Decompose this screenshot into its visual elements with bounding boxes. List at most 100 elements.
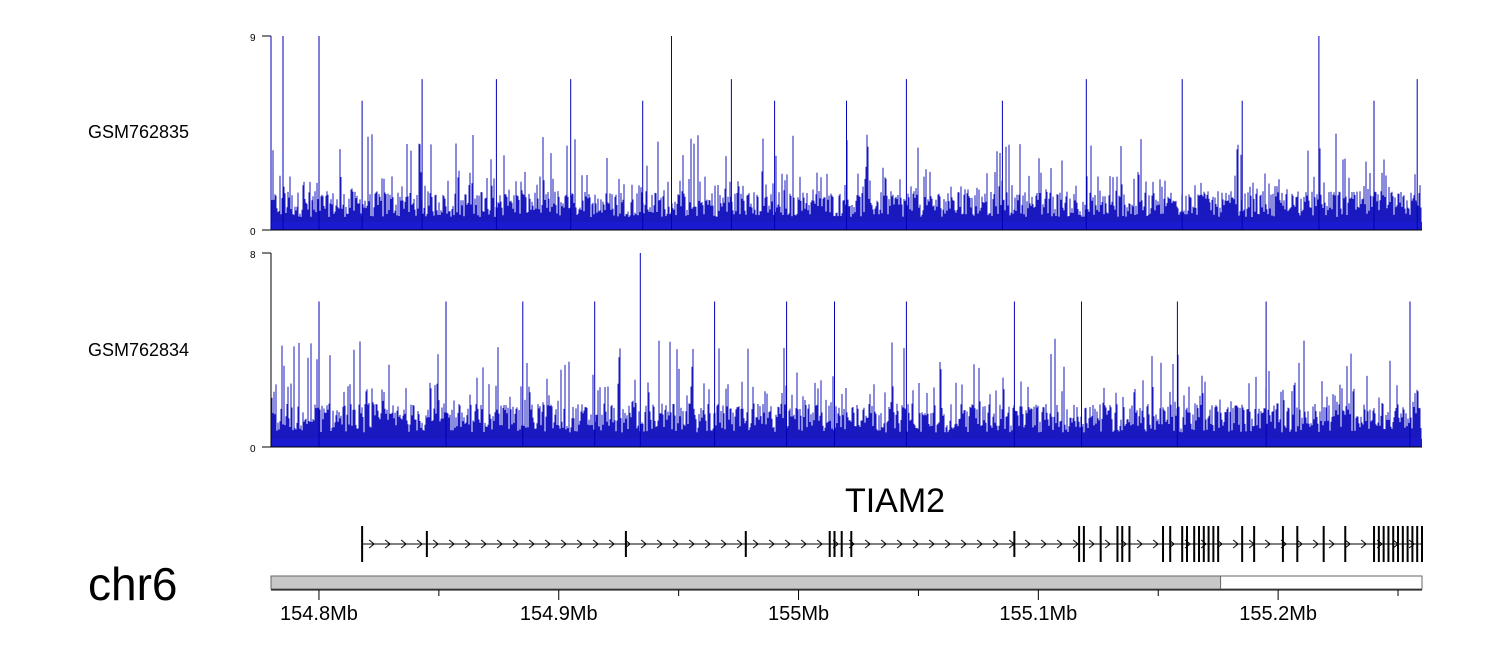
track2-ymin-label: 0 (250, 444, 256, 455)
strand-arrow (1136, 539, 1143, 549)
track-label-gsm762835: GSM762835 (88, 122, 189, 142)
strand-arrow (704, 539, 711, 549)
gene-exon-12 (1116, 526, 1119, 562)
strand-arrow (1328, 539, 1335, 549)
strand-arrow (800, 539, 807, 549)
strand-arrow (512, 539, 519, 549)
strand-arrow (400, 539, 407, 549)
gene-exon-39 (1411, 526, 1414, 562)
strand-arrow (1040, 539, 1047, 549)
strand-arrow (480, 539, 487, 549)
strand-arrow (432, 539, 439, 549)
strand-arrow (736, 539, 743, 549)
gene-exon-29 (1322, 526, 1325, 562)
strand-arrow (672, 539, 679, 549)
strand-arrow (576, 539, 583, 549)
strand-arrow (1200, 539, 1207, 549)
strand-arrow (768, 539, 775, 549)
strand-arrow (688, 539, 695, 549)
strand-arrow (720, 539, 727, 549)
strand-arrow (960, 539, 967, 549)
track-label-gsm762834: GSM762834 (88, 340, 189, 360)
strand-arrow (928, 539, 935, 549)
track1-ymax-label: 9 (250, 33, 256, 44)
strand-arrow (560, 539, 567, 549)
gene-exon-8 (1013, 531, 1016, 557)
gene-exon-33 (1382, 526, 1385, 562)
gene-exon-6 (840, 531, 843, 557)
gene-exon-4 (828, 531, 831, 557)
gene-exon-3 (744, 531, 747, 557)
gene-exon-13 (1121, 526, 1124, 562)
strand-arrow (1264, 539, 1271, 549)
strand-arrow (976, 539, 983, 549)
gene-exon-14 (1128, 526, 1131, 562)
x-axis-tick-label: 154.8Mb (280, 603, 358, 625)
gene-exon-2 (624, 531, 627, 557)
strand-arrow (384, 539, 391, 549)
gene-exon-41 (1421, 526, 1423, 562)
strand-arrow (896, 539, 903, 549)
gene-exon-32 (1377, 526, 1380, 562)
strand-arrow (544, 539, 551, 549)
gene-exon-23 (1212, 526, 1215, 562)
strand-arrow (1232, 539, 1239, 549)
gene-exon-31 (1373, 526, 1376, 562)
strand-arrow (1408, 539, 1415, 549)
strand-arrow (416, 539, 423, 549)
strand-arrow (944, 539, 951, 549)
track2-baseline-fill (272, 439, 1422, 447)
gene-exon-34 (1387, 526, 1390, 562)
gene-exon-16 (1169, 526, 1172, 562)
gene-exon-15 (1162, 526, 1165, 562)
gene-exon-18 (1186, 526, 1189, 562)
gene-exon-22 (1207, 526, 1210, 562)
gene-exon-28 (1296, 526, 1299, 562)
strand-arrow (368, 539, 375, 549)
strand-arrow (784, 539, 791, 549)
strand-arrow (752, 539, 759, 549)
gene-exon-9 (1078, 526, 1081, 562)
track1-ymin-label: 0 (250, 227, 256, 238)
plot-layer: 154.8Mb 154.9Mb 155Mb 155.1Mb 155.2Mb (262, 35, 1423, 625)
track2-ymax-label: 8 (250, 250, 256, 261)
gene-exon-1 (425, 531, 428, 557)
gene-exon-17 (1181, 526, 1184, 562)
strand-arrow (1344, 539, 1351, 549)
strand-arrow (528, 539, 535, 549)
gene-exon-7 (850, 531, 853, 557)
gene-exon-36 (1397, 526, 1400, 562)
gene-exon-20 (1197, 526, 1200, 562)
gene-exon-40 (1416, 526, 1419, 562)
gene-exon-0 (361, 526, 364, 562)
track2-coverage (271, 338, 1422, 447)
strand-arrow (608, 539, 615, 549)
x-axis-tick-label: 155.1Mb (999, 603, 1077, 625)
gene-exon-37 (1401, 526, 1404, 562)
strand-arrow (464, 539, 471, 549)
strand-arrow (1088, 539, 1095, 549)
strand-arrow (816, 539, 823, 549)
strand-arrow (1312, 539, 1319, 549)
gene-exon-27 (1281, 526, 1284, 562)
x-axis-tick-label: 155.2Mb (1239, 603, 1317, 625)
gene-exon-10 (1082, 526, 1085, 562)
strand-arrow (1296, 539, 1303, 549)
gene-exon-24 (1217, 526, 1220, 562)
x-axis-tick-label: 155Mb (768, 603, 829, 625)
gene-exon-30 (1344, 526, 1347, 562)
strand-arrow (656, 539, 663, 549)
gene-exon-38 (1406, 526, 1409, 562)
strand-arrow (448, 539, 455, 549)
gene-exon-25 (1241, 526, 1244, 562)
gene-exon-19 (1193, 526, 1196, 562)
chromosome-label: chr6 (88, 558, 177, 610)
strand-arrow (1056, 539, 1063, 549)
gene-exon-5 (833, 531, 836, 557)
strand-arrow (992, 539, 999, 549)
strand-arrow (1360, 539, 1367, 549)
gene-exon-11 (1099, 526, 1102, 562)
strand-arrow (640, 539, 647, 549)
